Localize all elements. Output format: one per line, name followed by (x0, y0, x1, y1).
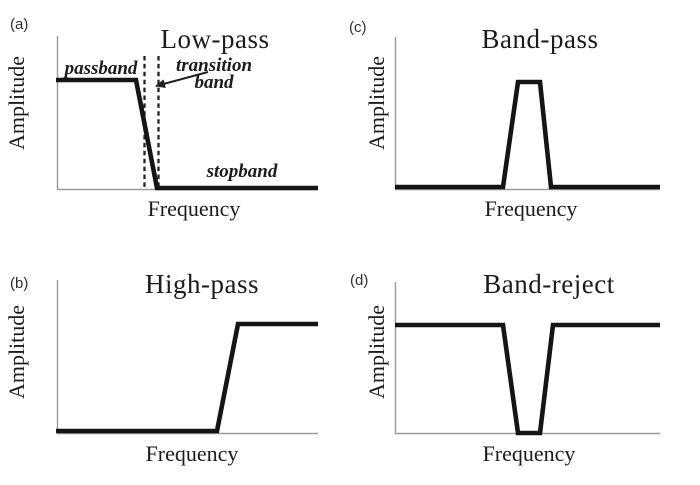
lowpass-xlabel: Frequency (147, 196, 241, 221)
lowpass-response-curve (56, 77, 318, 191)
bandreject-response-curve (395, 322, 660, 436)
transition-band-annotation: transition band (175, 55, 253, 93)
bandreject-title: Band-reject (483, 269, 615, 299)
highpass-ylabel: Amplitude (4, 304, 29, 400)
transition-band-annotation-line2: band (194, 71, 234, 93)
highpass-title: High-pass (145, 269, 259, 299)
transition-band-annotation-line1: transition (175, 55, 253, 76)
bandpass-xlabel: Frequency (484, 196, 578, 221)
bandreject-ylabel: Amplitude (364, 304, 389, 400)
bandpass-response-curve (395, 79, 660, 190)
stopband-annotation: stopband (206, 161, 278, 182)
panel-letter-a: (a) (10, 16, 29, 33)
highpass-xlabel: Frequency (145, 441, 239, 466)
passband-annotation: passband (64, 58, 138, 79)
panel-letter-c: (c) (349, 19, 367, 36)
bandreject-xlabel: Frequency (482, 441, 576, 466)
panel-letter-d: (d) (350, 272, 369, 289)
bandpass-ylabel: Amplitude (364, 55, 389, 151)
transition-band-arrow (155, 71, 209, 89)
bandpass-title: Band-pass (481, 24, 599, 54)
lowpass-ylabel: Amplitude (4, 55, 29, 151)
panel-letter-b: (b) (10, 275, 29, 292)
lowpass-title: Low-pass (160, 24, 270, 54)
highpass-response-curve (56, 321, 318, 434)
